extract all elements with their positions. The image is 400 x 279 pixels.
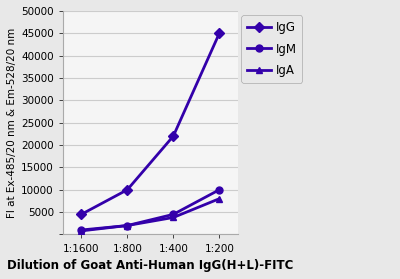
Line: IgM: IgM	[78, 186, 223, 234]
IgA	[171, 216, 176, 219]
Line: IgG: IgG	[78, 30, 223, 218]
IgM	[171, 213, 176, 216]
IgA	[125, 224, 130, 227]
IgM	[125, 224, 130, 227]
IgG	[217, 32, 222, 35]
IgM	[217, 188, 222, 191]
Legend: IgG, IgM, IgA: IgG, IgM, IgA	[241, 15, 302, 83]
IgG	[125, 188, 130, 191]
IgG	[171, 134, 176, 138]
X-axis label: Dilution of Goat Anti-Human IgG(H+L)-FITC: Dilution of Goat Anti-Human IgG(H+L)-FIT…	[7, 259, 294, 272]
IgA	[217, 197, 222, 200]
IgM	[79, 228, 84, 232]
Line: IgA: IgA	[78, 195, 223, 234]
IgA	[79, 229, 84, 233]
IgG	[79, 213, 84, 216]
Y-axis label: Fl at Ex-485/20 nm & Em-528/20 nm: Fl at Ex-485/20 nm & Em-528/20 nm	[7, 28, 17, 218]
